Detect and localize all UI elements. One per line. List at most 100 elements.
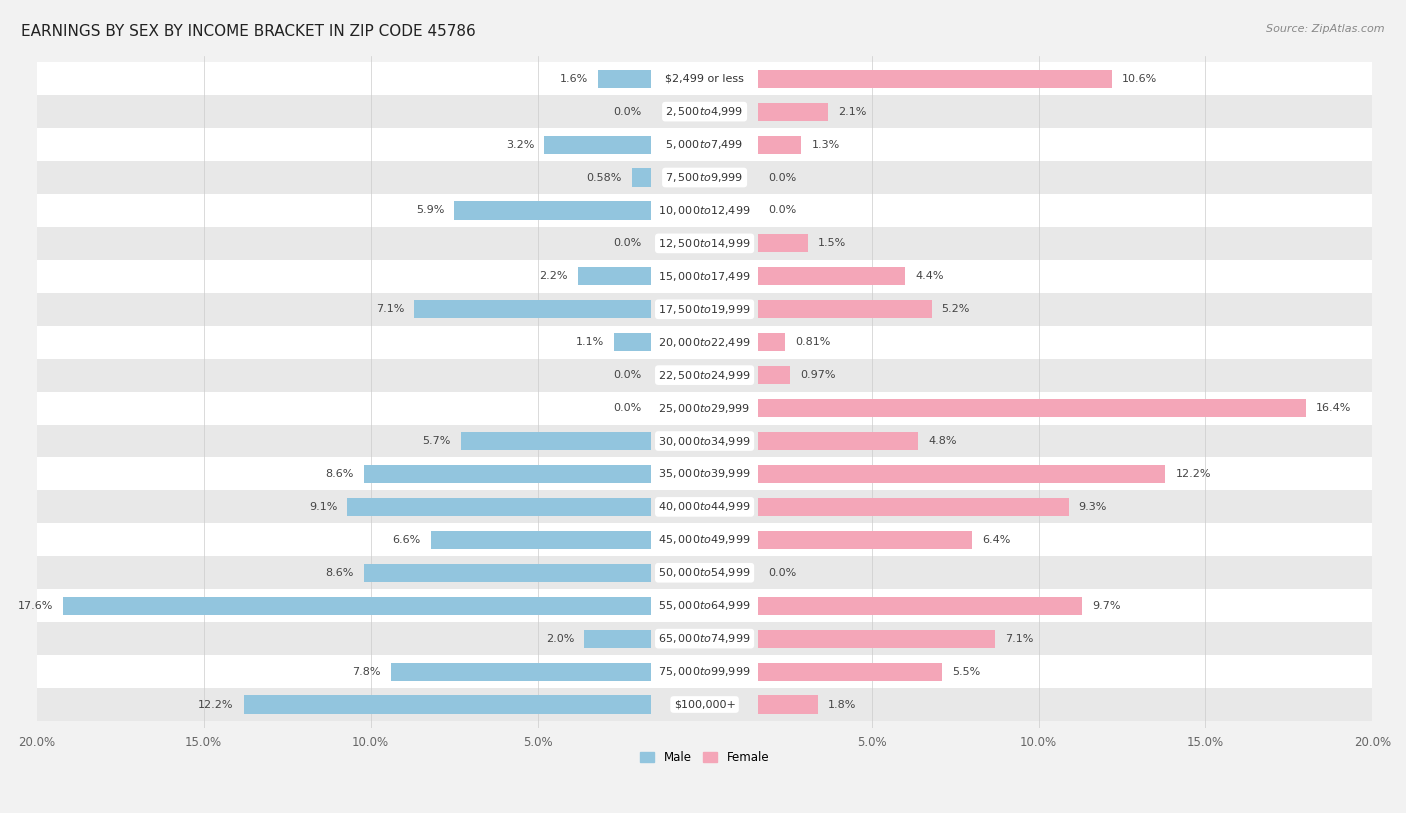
Bar xyxy=(758,432,918,450)
Bar xyxy=(37,128,1372,161)
Bar xyxy=(585,629,651,648)
Bar xyxy=(461,432,651,450)
Text: 0.0%: 0.0% xyxy=(613,403,641,413)
Text: $20,000 to $22,499: $20,000 to $22,499 xyxy=(658,336,751,349)
Text: 5.2%: 5.2% xyxy=(942,304,970,315)
Bar xyxy=(243,695,651,714)
Bar xyxy=(415,300,651,319)
Text: 0.58%: 0.58% xyxy=(586,172,621,182)
Bar xyxy=(364,465,651,483)
Text: EARNINGS BY SEX BY INCOME BRACKET IN ZIP CODE 45786: EARNINGS BY SEX BY INCOME BRACKET IN ZIP… xyxy=(21,24,475,39)
Bar xyxy=(37,326,1372,359)
Bar xyxy=(758,366,790,385)
Text: 6.4%: 6.4% xyxy=(981,535,1010,545)
Bar xyxy=(758,531,972,549)
Text: 8.6%: 8.6% xyxy=(326,469,354,479)
Bar xyxy=(37,293,1372,326)
Text: $35,000 to $39,999: $35,000 to $39,999 xyxy=(658,467,751,480)
Bar xyxy=(37,227,1372,260)
Text: 1.3%: 1.3% xyxy=(811,140,839,150)
Bar xyxy=(37,458,1372,490)
Text: $15,000 to $17,499: $15,000 to $17,499 xyxy=(658,270,751,283)
Text: 9.7%: 9.7% xyxy=(1092,601,1121,611)
Text: 3.2%: 3.2% xyxy=(506,140,534,150)
Bar xyxy=(758,663,942,680)
Bar xyxy=(758,695,818,714)
Text: 1.1%: 1.1% xyxy=(576,337,605,347)
Bar xyxy=(37,260,1372,293)
Text: $65,000 to $74,999: $65,000 to $74,999 xyxy=(658,633,751,646)
Bar xyxy=(37,359,1372,392)
Bar xyxy=(37,655,1372,688)
Bar xyxy=(598,70,651,88)
Bar xyxy=(758,333,785,351)
Text: Source: ZipAtlas.com: Source: ZipAtlas.com xyxy=(1267,24,1385,34)
Text: 1.5%: 1.5% xyxy=(818,238,846,249)
Bar xyxy=(37,194,1372,227)
Text: 0.97%: 0.97% xyxy=(800,370,837,380)
Bar xyxy=(37,622,1372,655)
Bar xyxy=(758,399,1306,417)
Bar xyxy=(430,531,651,549)
Text: $75,000 to $99,999: $75,000 to $99,999 xyxy=(658,665,751,678)
Bar xyxy=(63,597,651,615)
Text: 4.8%: 4.8% xyxy=(928,436,957,446)
Text: 0.0%: 0.0% xyxy=(768,172,796,182)
Text: $25,000 to $29,999: $25,000 to $29,999 xyxy=(658,402,751,415)
Bar xyxy=(758,234,808,253)
Text: 7.8%: 7.8% xyxy=(352,667,381,676)
Legend: Male, Female: Male, Female xyxy=(636,746,775,769)
Bar xyxy=(37,556,1372,589)
Text: $40,000 to $44,999: $40,000 to $44,999 xyxy=(658,500,751,513)
Text: 12.2%: 12.2% xyxy=(198,699,233,710)
Text: $10,000 to $12,499: $10,000 to $12,499 xyxy=(658,204,751,217)
Text: $100,000+: $100,000+ xyxy=(673,699,735,710)
Text: 0.0%: 0.0% xyxy=(613,107,641,116)
Text: $7,500 to $9,999: $7,500 to $9,999 xyxy=(665,171,744,184)
Bar xyxy=(758,597,1083,615)
Text: $22,500 to $24,999: $22,500 to $24,999 xyxy=(658,368,751,381)
Bar xyxy=(37,63,1372,95)
Text: 2.0%: 2.0% xyxy=(546,633,575,644)
Text: $5,000 to $7,499: $5,000 to $7,499 xyxy=(665,138,744,151)
Text: 0.0%: 0.0% xyxy=(768,567,796,578)
Text: 1.6%: 1.6% xyxy=(560,74,588,84)
Bar xyxy=(37,688,1372,721)
Text: 10.6%: 10.6% xyxy=(1122,74,1157,84)
Text: 5.5%: 5.5% xyxy=(952,667,980,676)
Bar xyxy=(364,563,651,582)
Bar xyxy=(37,424,1372,458)
Text: 0.0%: 0.0% xyxy=(613,238,641,249)
Text: $2,499 or less: $2,499 or less xyxy=(665,74,744,84)
Text: 1.8%: 1.8% xyxy=(828,699,856,710)
Bar xyxy=(631,168,651,186)
Text: 2.1%: 2.1% xyxy=(838,107,866,116)
Text: 2.2%: 2.2% xyxy=(538,272,568,281)
Text: 4.4%: 4.4% xyxy=(915,272,943,281)
Text: 7.1%: 7.1% xyxy=(375,304,404,315)
Text: $12,500 to $14,999: $12,500 to $14,999 xyxy=(658,237,751,250)
Text: 5.9%: 5.9% xyxy=(416,206,444,215)
Text: 9.3%: 9.3% xyxy=(1078,502,1107,512)
Text: 6.6%: 6.6% xyxy=(392,535,420,545)
Bar xyxy=(758,498,1069,516)
Bar xyxy=(454,202,651,220)
Bar xyxy=(37,524,1372,556)
Bar xyxy=(37,490,1372,524)
Bar xyxy=(758,136,801,154)
Text: 12.2%: 12.2% xyxy=(1175,469,1211,479)
Bar xyxy=(37,392,1372,424)
Bar xyxy=(758,267,905,285)
Bar xyxy=(37,161,1372,194)
Bar xyxy=(758,629,995,648)
Text: $17,500 to $19,999: $17,500 to $19,999 xyxy=(658,302,751,315)
Bar xyxy=(758,465,1166,483)
Text: 0.81%: 0.81% xyxy=(794,337,831,347)
Text: $50,000 to $54,999: $50,000 to $54,999 xyxy=(658,567,751,579)
Bar xyxy=(578,267,651,285)
Bar xyxy=(37,95,1372,128)
Text: $55,000 to $64,999: $55,000 to $64,999 xyxy=(658,599,751,612)
Bar xyxy=(544,136,651,154)
Text: 17.6%: 17.6% xyxy=(18,601,53,611)
Text: 0.0%: 0.0% xyxy=(768,206,796,215)
